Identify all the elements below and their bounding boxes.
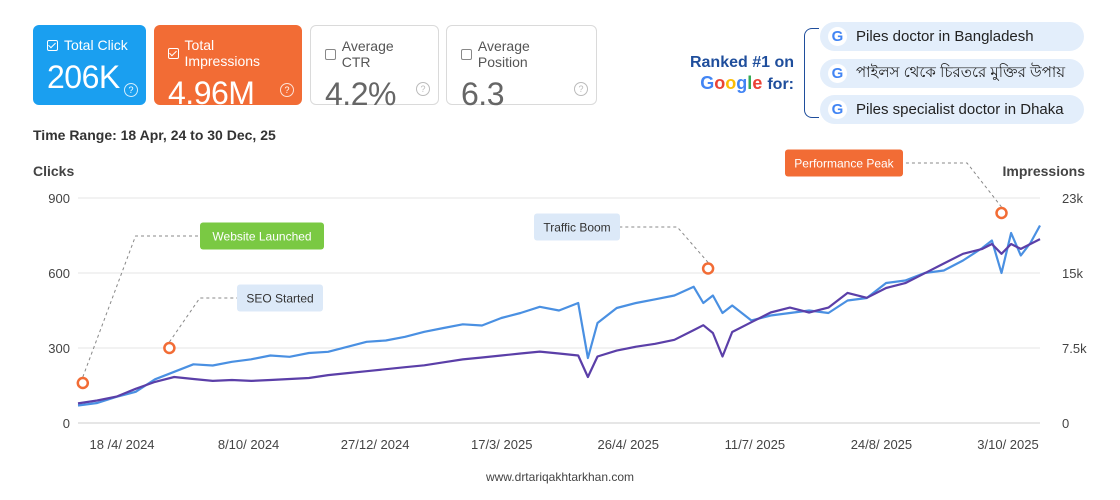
x-tick-label: 24/8/ 2025 — [851, 437, 912, 452]
y-right-tick-label: 23k — [1062, 191, 1083, 206]
annotation-box — [785, 149, 903, 177]
annotation-leader-line — [168, 297, 237, 343]
total-impressions-checkbox[interactable] — [168, 47, 179, 59]
y-left-tick-label: 900 — [48, 191, 70, 206]
keyword-pill: G Piles doctor in Bangladesh — [820, 22, 1084, 51]
y-axis-right-title: Impressions — [1003, 163, 1086, 179]
total-impressions-card[interactable]: Total Impressions 4.96M ? — [154, 25, 302, 111]
y-axis-left-title: Clicks — [33, 163, 74, 179]
total-impressions-label-row: Total Impressions — [168, 37, 288, 69]
help-icon[interactable]: ? — [124, 83, 138, 97]
x-tick-label: 3/10/ 2025 — [977, 437, 1038, 452]
y-right-tick-label: 0 — [1062, 416, 1069, 431]
average-position-label-row: Average Position — [461, 38, 582, 70]
performance-chart: Clicks Impressions 0 0 300 7.5k 600 15k 900 23k 18… — [33, 149, 1087, 452]
clicks-series-line — [77, 224, 1041, 407]
y-right-tick-label: 7.5k — [1062, 341, 1087, 356]
x-tick-label: 11/7/ 2025 — [725, 437, 785, 452]
impressions-series-line — [77, 238, 1041, 405]
keyword-text: পাইলস থেকে চিরতরে মুক্তির উপায় — [856, 64, 1066, 81]
y-right-tick-label: 15k — [1062, 266, 1083, 281]
google-logo-letter: l — [747, 73, 753, 93]
google-logo: Google — [700, 73, 762, 93]
annotation-label: SEO Started — [246, 292, 313, 306]
google-g-icon: G — [828, 64, 847, 83]
annotation-marker — [163, 341, 176, 355]
annotation-label: Website Launched — [212, 230, 311, 244]
annotation-marker — [995, 206, 1008, 220]
average-ctr-label-row: Average CTR — [325, 38, 424, 70]
average-ctr-value: 4.2% — [325, 76, 396, 112]
y-left-tick-label: 600 — [48, 266, 70, 281]
ranked-line: Ranked #1 on — [689, 54, 794, 71]
total-impressions-label: Total Impressions — [184, 37, 261, 69]
google-logo-letter: o — [714, 73, 726, 93]
keyword-text: Piles specialist doctor in Dhaka — [856, 101, 1064, 118]
ranked-heading: Ranked #1 on Google for: — [688, 53, 794, 95]
google-g-icon: G — [828, 100, 847, 119]
annotation-label: Traffic Boom — [543, 221, 610, 235]
annotation-box — [237, 284, 323, 312]
keywords-bracket — [804, 28, 819, 118]
x-tick-label: 17/3/ 2025 — [471, 437, 532, 452]
annotation-leader-line — [82, 235, 200, 378]
keyword-pill: G পাইলস থেকে চিরতরে মুক্তির উপায় — [820, 59, 1084, 88]
total-click-label: Total Click — [64, 37, 128, 53]
x-tick-label: 18 /4/ 2024 — [89, 437, 154, 452]
help-icon[interactable]: ? — [280, 83, 294, 97]
ranked-for: for: — [767, 76, 794, 93]
average-position-checkbox[interactable] — [461, 48, 472, 60]
total-click-checkbox[interactable] — [47, 39, 58, 51]
x-tick-label: 8/10/ 2024 — [218, 437, 279, 452]
average-position-card[interactable]: Average Position 6.3 ? — [446, 25, 597, 112]
average-ctr-label: Average CTR — [341, 38, 394, 70]
footer-url: www.drtariqakhtarkhan.com — [485, 470, 635, 484]
total-impressions-value: 4.96M — [168, 75, 255, 111]
keyword-pill: G Piles specialist doctor in Dhaka — [820, 95, 1084, 124]
help-icon[interactable]: ? — [574, 82, 588, 96]
google-logo-letter: G — [700, 73, 715, 93]
google-logo-letter: g — [736, 73, 748, 93]
total-click-card[interactable]: Total Click 206K ? — [33, 25, 146, 105]
total-click-label-row: Total Click — [47, 37, 132, 53]
annotation-marker — [76, 376, 90, 390]
help-icon[interactable]: ? — [416, 82, 430, 96]
annotation-box — [200, 222, 324, 250]
annotation-box — [534, 213, 620, 241]
y-left-tick-label: 300 — [48, 341, 70, 356]
annotation-label: Performance Peak — [794, 157, 894, 171]
x-tick-label: 26/4/ 2025 — [598, 437, 659, 452]
y-left-tick-label: 0 — [63, 416, 70, 431]
annotation-leader-line — [620, 226, 709, 263]
google-logo-letter: e — [752, 73, 763, 93]
google-g-icon: G — [828, 27, 847, 46]
keyword-text: Piles doctor in Bangladesh — [856, 28, 1034, 45]
google-for-line: Google for: — [688, 73, 794, 95]
average-position-value: 6.3 — [461, 76, 504, 112]
total-click-value: 206K — [47, 59, 120, 95]
average-ctr-checkbox[interactable] — [325, 48, 336, 60]
google-logo-letter: o — [725, 73, 737, 93]
x-tick-label: 27/12/ 2024 — [341, 437, 410, 452]
time-range: Time Range: 18 Apr, 24 to 30 Dec, 25 — [33, 127, 276, 143]
average-ctr-card[interactable]: Average CTR 4.2% ? — [310, 25, 439, 112]
average-position-label: Average Position — [477, 38, 530, 70]
annotation-marker — [701, 262, 715, 275]
annotation-leader-line — [903, 162, 1002, 208]
